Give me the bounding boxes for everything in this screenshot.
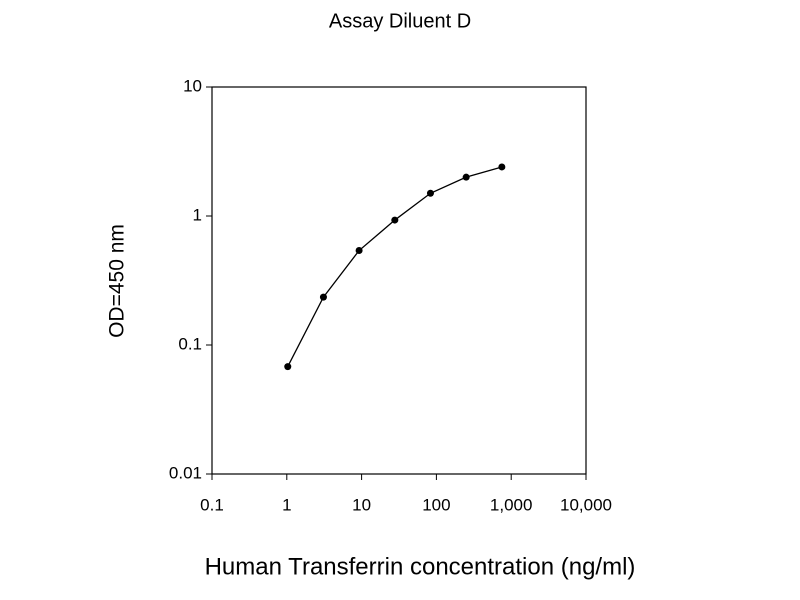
data-point [426, 189, 434, 197]
data-point [355, 247, 363, 255]
data-point [319, 293, 327, 301]
data-point [498, 163, 506, 171]
data-line [287, 166, 503, 367]
y-axis-label: OD=450 nm [106, 224, 129, 338]
data-point [462, 173, 470, 181]
y-tick-label: 0.1 [178, 334, 202, 353]
y-tick-label: 1 [193, 205, 202, 224]
chart-title: Assay Diluent D [329, 10, 471, 32]
x-tick-label: 0.1 [200, 495, 224, 514]
y-tick-label: 0.01 [169, 463, 202, 482]
x-tick-label: 10 [352, 495, 371, 514]
data-point [391, 216, 399, 224]
plot-frame [211, 86, 587, 475]
y-tick-label: 10 [183, 76, 202, 95]
x-tick-label: 100 [422, 495, 450, 514]
x-axis-label: Human Transferrin concentration (ng/ml) [205, 553, 636, 580]
data-point [284, 363, 292, 371]
x-tick-label: 1 [282, 495, 291, 514]
x-tick-label: 1,000 [490, 495, 533, 514]
x-tick-label: 10,000 [560, 495, 612, 514]
